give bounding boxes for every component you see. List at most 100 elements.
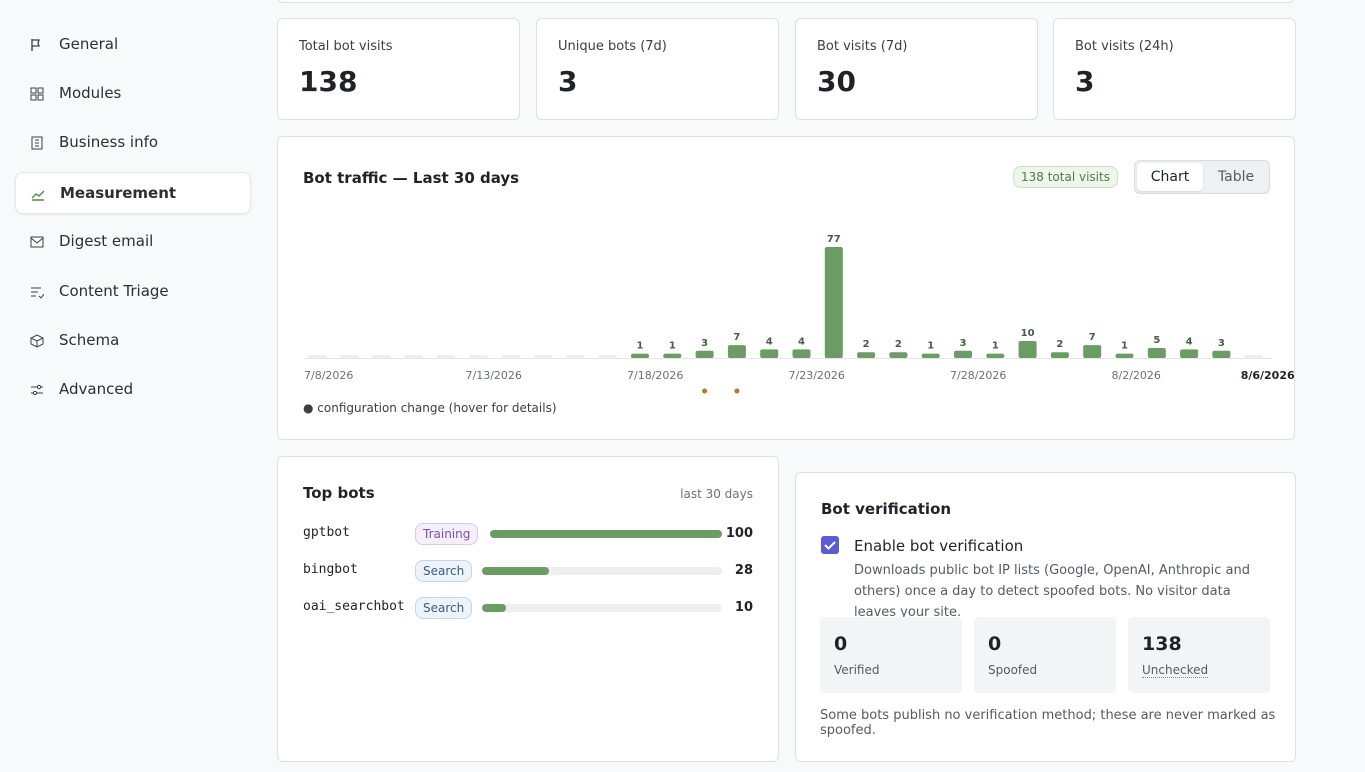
bar [824, 247, 843, 358]
stat-card: Bot visits (7d) 30 [795, 18, 1038, 120]
bar [404, 355, 423, 358]
bot-track [482, 604, 722, 612]
chart: 7/8/2026 7/13/2026 1 7/18/2026 1 3 7 4 4 7/23/202… [304, 234, 1294, 394]
bar-value-label: 4 [798, 336, 805, 347]
stat-label: Total bot visits [299, 39, 393, 54]
bar-value-label: 7 [733, 332, 740, 343]
bar [857, 352, 876, 358]
bar [1083, 345, 1102, 358]
x-tick-label: 7/18/2026 [627, 369, 683, 382]
nav-label: Digest email [59, 232, 154, 250]
verification-stat-value: 0 [988, 633, 1002, 655]
nav-icon [31, 190, 45, 201]
bar-value-label: 1 [669, 341, 676, 352]
bot-tag: Search [415, 597, 473, 619]
bar-value-label: 3 [701, 338, 708, 349]
verification-stat-label[interactable]: Unchecked [1142, 663, 1209, 678]
bar [986, 353, 1005, 358]
nav-icon [31, 136, 43, 150]
checkbox[interactable] [820, 535, 840, 555]
bar [534, 355, 553, 358]
stat-value: 3 [558, 65, 578, 98]
bar-value-label: 10 [1021, 328, 1035, 339]
nav-icon [31, 287, 44, 299]
nav-item[interactable]: General [15, 24, 251, 66]
toggle-chart[interactable]: Chart [1137, 163, 1203, 191]
chart-title: Bot traffic — Last 30 days [303, 169, 520, 187]
nav-item[interactable]: Measurement [15, 172, 251, 214]
bar [372, 355, 391, 358]
nav-label: Modules [59, 84, 122, 102]
stat-label: Bot visits (24h) [1075, 39, 1174, 54]
bot-track [482, 567, 722, 575]
nav-item[interactable]: Schema [15, 320, 251, 362]
bar-value-label: 3 [960, 338, 967, 349]
bar-value-label: 5 [1153, 335, 1160, 346]
nav-icon [30, 334, 44, 348]
nav-item[interactable]: Advanced [15, 369, 251, 411]
bar-value-label: 3 [1218, 338, 1225, 349]
bot-bar [490, 530, 722, 538]
toggle-table[interactable]: Table [1217, 169, 1255, 185]
nav-item[interactable]: Content Triage [15, 271, 251, 313]
bar-value-label: 2 [895, 339, 902, 350]
bot-name: oai_searchbot [303, 599, 405, 614]
bar-value-label: 4 [1186, 336, 1193, 347]
bot-bar [482, 604, 506, 612]
nav-icon [31, 39, 40, 51]
nav-label: Advanced [59, 380, 134, 398]
bar [792, 349, 811, 358]
stat-label: Bot visits (7d) [817, 39, 908, 54]
bot-name: gptbot [303, 525, 350, 540]
nav-item[interactable]: Digest email [15, 221, 251, 263]
total-badge: 138 total visits [1013, 166, 1118, 188]
stat-card: Total bot visits 138 [277, 18, 520, 120]
nav-icon [30, 87, 44, 101]
chart-annotation: ● configuration change (hover for detail… [303, 401, 557, 415]
config-change-marker[interactable] [702, 388, 708, 394]
stat-card: Unique bots (7d) 3 [536, 18, 779, 120]
x-tick-label: 8/2/2026 [1112, 369, 1161, 382]
bar [598, 355, 617, 358]
config-change-marker[interactable] [734, 388, 740, 394]
bar [889, 352, 908, 358]
bar-value-label: 1 [992, 341, 999, 352]
bar-value-label: 77 [827, 234, 841, 245]
bar [631, 353, 649, 358]
x-tick-label: 8/6/2026 [1241, 369, 1294, 382]
verification-title: Bot verification [821, 500, 952, 518]
bar [437, 355, 456, 358]
bot-count: 100 [725, 526, 753, 541]
checkbox-label[interactable]: Enable bot verification [854, 537, 1024, 555]
nav-label: Schema [59, 331, 120, 349]
bot-tag: Training [415, 523, 479, 545]
verification-description: Downloads public bot IP lists (Google, O… [854, 563, 1250, 620]
view-toggle: Chart Table [1134, 160, 1270, 194]
card-edge [277, 0, 1295, 3]
bar [1180, 349, 1199, 358]
top-bots-title: Top bots [303, 484, 375, 502]
bot-count: 10 [734, 600, 753, 615]
verification-stat-value: 138 [1142, 633, 1182, 655]
nav-item[interactable]: Business info [15, 122, 251, 164]
nav-icon [30, 236, 44, 248]
nav-item[interactable]: Modules [15, 73, 251, 115]
bot-count: 28 [734, 563, 753, 578]
bar-value-label: 7 [1089, 332, 1096, 343]
top-bots-period: last 30 days [680, 487, 753, 501]
bar [1244, 355, 1263, 358]
x-tick-label: 7/23/2026 [789, 369, 845, 382]
bar [954, 350, 972, 358]
stat-card: Bot visits (24h) 3 [1053, 18, 1296, 120]
bar [501, 355, 520, 358]
bar [663, 353, 682, 358]
bar-value-label: 4 [766, 336, 773, 347]
bar-value-label: 1 [637, 341, 644, 352]
bot-tag: Search [415, 560, 473, 582]
bar [1212, 350, 1231, 358]
nav-label: Content Triage [59, 282, 169, 300]
bar [469, 355, 488, 358]
bar-value-label: 2 [863, 339, 870, 350]
verification-stat: 138 Unchecked [1128, 617, 1270, 693]
